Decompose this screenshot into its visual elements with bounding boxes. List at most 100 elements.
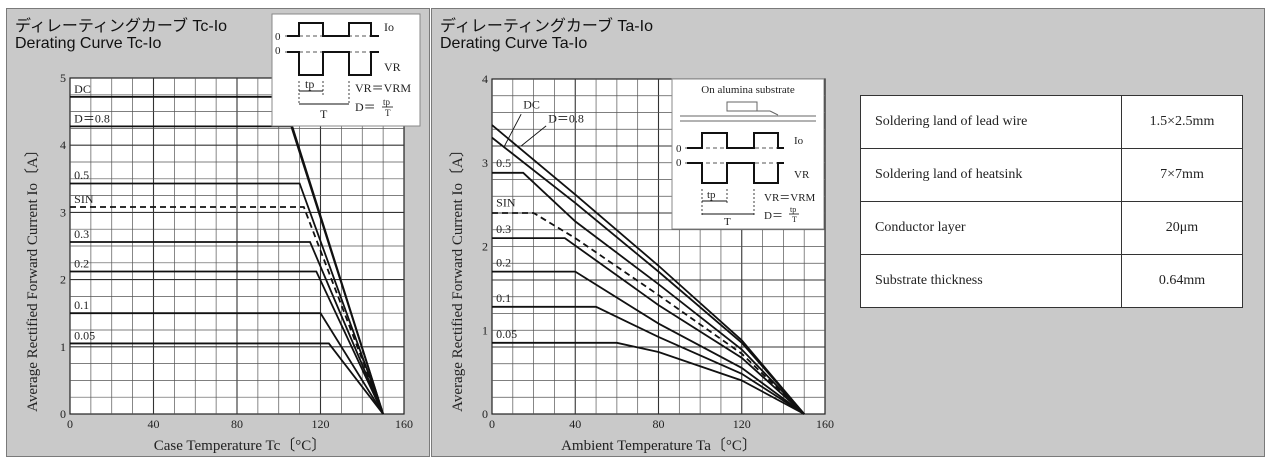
spec-label: Soldering land of lead wire [860, 95, 1122, 149]
x-tick-label: 80 [653, 417, 665, 431]
y-tick-label: 2 [60, 273, 66, 287]
table-row: Substrate thickness 0.64mm [860, 254, 1243, 308]
right-inset-header: On alumina substrate [701, 84, 795, 96]
y-tick-label: 4 [482, 72, 488, 86]
substrate-spec-table: Soldering land of lead wire 1.5×2.5mm Sold… [860, 95, 1243, 308]
series-label: D＝0.8 [548, 112, 584, 126]
right-inset-zero-2: 0 [676, 157, 682, 169]
series-label: 0.05 [74, 328, 95, 342]
left-chart-title: Derating Curve Tc-Io [15, 35, 162, 52]
series-line [492, 212, 805, 415]
right-inset-t: T [724, 216, 731, 228]
x-tick-label: 160 [816, 417, 834, 431]
y-tick-label: 2 [482, 240, 488, 254]
series-label: D＝0.8 [74, 111, 110, 125]
right-inset-d-den: T [792, 215, 797, 224]
y-tick-label: 1 [482, 323, 488, 337]
series-label: SIN [74, 192, 94, 206]
series-line [70, 241, 384, 415]
series-line [70, 312, 384, 415]
series-label: 0.2 [496, 256, 511, 270]
series-label: 0.5 [74, 168, 89, 182]
table-row: Conductor layer 20μm [860, 201, 1243, 255]
x-tick-label: 80 [231, 417, 243, 431]
right-inset-vr-eq: VR＝VRM [764, 192, 816, 204]
series-label: 0.1 [496, 291, 511, 305]
series-line [70, 342, 384, 415]
spec-label: Substrate thickness [860, 254, 1122, 308]
series-line [491, 124, 805, 415]
y-tick-label: 0 [60, 407, 66, 421]
left-inset-vr-eq: VR＝VRM [355, 81, 411, 95]
left-inset-zero-1: 0 [275, 31, 281, 43]
x-tick-label: 120 [312, 417, 330, 431]
right-inset-vr: VR [794, 169, 810, 181]
series-line [491, 136, 805, 415]
left-x-axis-label: Case Temperature Tc〔°C〕 [154, 437, 326, 454]
series-line [70, 206, 384, 415]
y-tick-label: 3 [60, 205, 66, 219]
x-tick-label: 0 [489, 417, 495, 431]
x-tick-label: 120 [733, 417, 751, 431]
left-inset-io: Io [384, 20, 394, 34]
right-inset-waveform: On alumina substrate 0 0 Io VR [671, 78, 825, 230]
right-chart-title: Derating Curve Ta-Io [440, 35, 588, 52]
series-line [492, 237, 805, 415]
y-tick-label: 3 [482, 156, 488, 170]
y-tick-label: 0 [482, 407, 488, 421]
series-label: 0.1 [74, 298, 89, 312]
left-inset-waveform: 0 0 Io VR tp T VR＝VRM D＝ tp T [271, 13, 421, 127]
left-inset-vr: VR [384, 60, 401, 74]
left-inset-zero-2: 0 [275, 45, 281, 57]
series-line [492, 305, 805, 415]
y-tick-label: 5 [60, 71, 66, 85]
spec-value: 7×7mm [1121, 148, 1243, 202]
spec-value: 20μm [1121, 201, 1243, 255]
left-inset-t: T [320, 107, 328, 121]
x-tick-label: 0 [67, 417, 73, 431]
left-y-axis-label: Average Rectified Forward Current Io〔A〕 [24, 142, 41, 412]
right-inset-zero-1: 0 [676, 143, 682, 155]
series-label-leader [504, 113, 522, 147]
table-row: Soldering land of heatsink 7×7mm [860, 148, 1243, 202]
left-inset-d-num: tp [383, 97, 391, 107]
right-inset-d-eq: D＝ [764, 210, 783, 222]
series-label: 0.5 [496, 156, 511, 170]
right-chart-panel: ディレーティングカーブ Ta-Io Derating Curve Ta-Io 0… [431, 8, 1265, 457]
table-row: Soldering land of lead wire 1.5×2.5mm [860, 95, 1243, 149]
series-label: DC [74, 82, 91, 96]
series-line [70, 270, 384, 415]
x-tick-label: 40 [569, 417, 581, 431]
right-y-axis-label: Average Rectified Forward Current Io〔A〕 [449, 142, 466, 412]
series-line [492, 171, 805, 415]
left-inset-tp: tp [305, 77, 314, 91]
spec-label: Conductor layer [860, 201, 1122, 255]
series-label-leader [520, 125, 547, 147]
left-chart-panel: ディレーティングカーブ Tc-Io Derating Curve Tc-Io 0… [6, 8, 430, 457]
left-inset-d-eq: D＝ [355, 100, 376, 114]
series-line [492, 341, 805, 415]
series-line [70, 182, 384, 415]
right-x-axis-label: Ambient Temperature Ta〔°C〕 [561, 437, 757, 454]
substrate-icon [680, 101, 816, 122]
y-tick-label: 4 [60, 138, 66, 152]
x-tick-label: 160 [395, 417, 413, 431]
y-tick-label: 1 [60, 340, 66, 354]
left-inset-d-den: T [385, 108, 391, 118]
series-label: 0.3 [496, 222, 511, 236]
series-label: SIN [496, 195, 516, 209]
left-chart-title-jp: ディレーティングカーブ Tc-Io [15, 18, 228, 35]
left-chart-svg: 0 40 80 120 160 0 1 2 3 4 5 DC D＝0.8 0.5 SIN 0.3 0.2 0.1 0… [24, 13, 421, 454]
series-label: DC [523, 97, 540, 111]
spec-value: 0.64mm [1121, 254, 1243, 308]
right-chart-title-jp: ディレーティングカーブ Ta-Io [440, 18, 653, 35]
spec-label: Soldering land of heatsink [860, 148, 1122, 202]
x-tick-label: 40 [148, 417, 160, 431]
right-inset-tp: tp [707, 189, 716, 201]
right-inset-io: Io [794, 135, 804, 147]
series-label: 0.2 [74, 257, 89, 271]
series-line [492, 270, 805, 415]
spec-value: 1.5×2.5mm [1121, 95, 1243, 149]
series-label: 0.3 [74, 227, 89, 241]
